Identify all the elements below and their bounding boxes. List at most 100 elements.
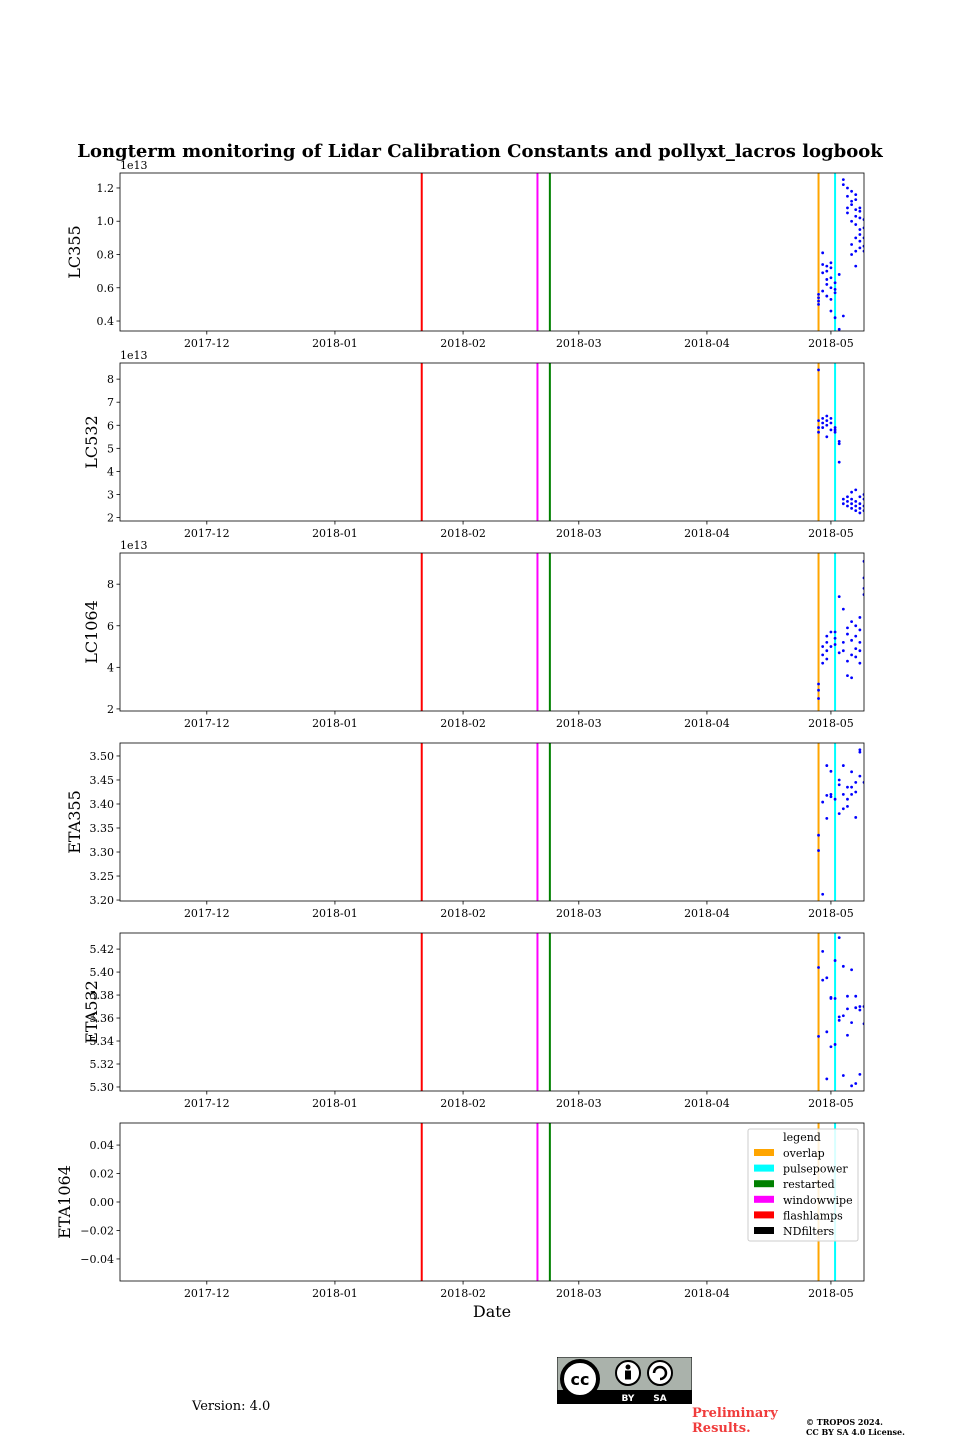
preliminary-results-note: Preliminary Results.: [692, 1406, 778, 1436]
x-tick-label: 2018-03: [556, 527, 602, 540]
data-point: [858, 216, 862, 220]
data-point: [841, 1074, 845, 1077]
data-point: [825, 414, 829, 418]
data-point: [825, 269, 829, 273]
data-point: [817, 419, 820, 423]
x-tick-label: 2018-03: [556, 907, 602, 920]
y-tick-label: 2: [107, 703, 114, 716]
data-point: [841, 502, 845, 506]
data-point: [837, 595, 841, 599]
data-point: [858, 1008, 862, 1012]
y-tick-label: 3.45: [90, 774, 115, 787]
data-point: [837, 460, 841, 464]
y-tick-label: 5.40: [90, 966, 115, 979]
data-point: [846, 804, 849, 808]
x-tick-label: 2018-05: [808, 907, 854, 920]
data-point: [817, 833, 820, 837]
data-point: [841, 964, 845, 968]
version-label: Version: 4.0: [192, 1399, 271, 1414]
data-point: [850, 490, 853, 494]
x-tick-label: 2018-02: [440, 907, 486, 920]
axes-frame: [119, 362, 865, 522]
data-point: [841, 497, 845, 501]
x-tick-label: 2018-04: [684, 717, 730, 730]
data-point: [841, 640, 845, 644]
legend-swatch-overlap: [754, 1149, 774, 1156]
axes-frame: [119, 172, 865, 332]
y-tick-label: 5.32: [90, 1058, 115, 1071]
copyright-line-2: CC BY SA 4.0 License.: [806, 1427, 905, 1437]
data-point: [833, 630, 837, 634]
data-point: [833, 1043, 837, 1046]
data-point: [850, 243, 853, 246]
data-point: [837, 778, 841, 782]
data-point: [825, 816, 829, 820]
data-point: [850, 497, 853, 501]
data-point: [821, 416, 825, 420]
y-tick-label: 3.20: [90, 894, 115, 907]
data-point: [858, 1072, 862, 1076]
legend-label-pulsepower: pulsepower: [783, 1163, 848, 1176]
copyright-line-1: © TROPOS 2024.: [806, 1417, 883, 1427]
legend-swatch-flashlamps: [754, 1211, 774, 1219]
data-point: [854, 624, 858, 628]
legend-swatch-restarted: [754, 1180, 774, 1188]
x-tick-label: 2018-04: [684, 1287, 730, 1300]
data-point: [850, 1084, 853, 1088]
data-point: [817, 302, 820, 306]
data-point: [858, 228, 862, 231]
data-point: [829, 266, 833, 270]
data-point: [833, 997, 837, 1000]
data-point: [854, 647, 858, 651]
data-point: [821, 800, 825, 804]
data-point: [858, 206, 862, 210]
y-tick-label: 0.4: [97, 315, 115, 328]
x-tick-label: 2018-05: [808, 1287, 854, 1300]
y-tick-label: 3.25: [90, 870, 115, 883]
data-point: [825, 419, 829, 423]
y-tick-label: 7: [107, 396, 114, 409]
data-point: [829, 428, 833, 432]
data-point: [854, 236, 858, 240]
y-tick-label: −0.04: [80, 1253, 114, 1266]
y-tick-label: 4: [107, 661, 114, 674]
data-point: [821, 949, 825, 953]
x-tick-label: 2018-05: [808, 717, 854, 730]
data-point: [833, 643, 837, 646]
y-tick-label: 3: [107, 488, 114, 501]
data-point: [833, 316, 837, 320]
y-tick-label: 0.02: [90, 1168, 115, 1181]
data-point: [825, 793, 829, 797]
y-tick-label: 0.04: [90, 1139, 115, 1152]
y-axis-label: LC355: [65, 225, 84, 278]
x-tick-label: 2018-03: [556, 1287, 602, 1300]
data-point: [854, 1082, 858, 1085]
data-point: [846, 632, 849, 636]
data-point: [817, 368, 820, 372]
data-point: [846, 659, 849, 663]
data-point: [846, 797, 849, 801]
cc-by-sa-license-logo: cc BY SA: [556, 1356, 693, 1405]
data-point: [858, 246, 862, 250]
data-point: [841, 764, 845, 767]
x-tick-label: 2018-04: [684, 907, 730, 920]
data-point: [837, 936, 841, 939]
data-point: [829, 421, 833, 425]
data-point: [850, 189, 853, 193]
data-point: [854, 780, 858, 784]
data-point: [846, 785, 849, 789]
x-tick-label: 2017-12: [184, 1287, 230, 1300]
data-point: [858, 640, 862, 644]
data-point: [825, 294, 829, 298]
x-tick-label: 2018-02: [440, 1097, 486, 1110]
data-point: [833, 291, 837, 295]
data-point: [829, 309, 833, 313]
x-tick-label: 2018-03: [556, 1097, 602, 1110]
y-tick-label: 5: [107, 442, 114, 455]
data-point: [846, 1007, 849, 1011]
data-point: [846, 994, 849, 998]
data-point: [829, 997, 833, 1000]
data-point: [825, 264, 829, 268]
data-point: [837, 1018, 841, 1022]
